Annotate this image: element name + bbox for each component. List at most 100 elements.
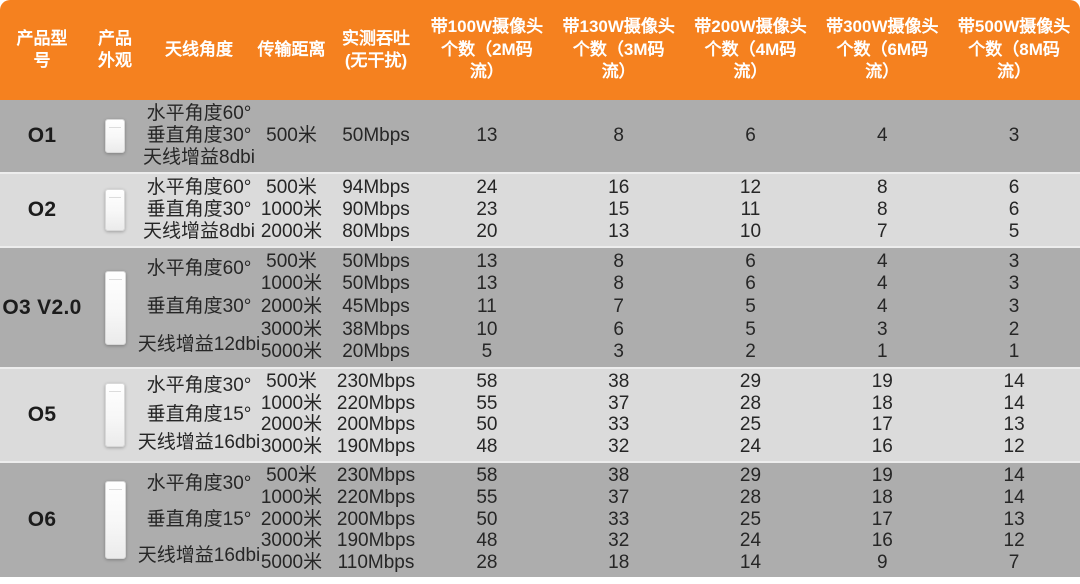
throughput-value: 38Mbps: [342, 318, 410, 340]
antenna-spec: 天线增益8dbi: [143, 146, 255, 168]
camera-count: 18: [871, 486, 893, 508]
camera-count: 6: [613, 318, 624, 340]
camera-count: 24: [739, 435, 762, 457]
table-header: 产品型 号 产品 外观 天线角度 传输距离 实测吞吐 (无干扰) 带100W摄像…: [0, 0, 1080, 100]
camera-count: 16: [608, 176, 630, 198]
distance-value: 500米: [266, 371, 317, 393]
throughput-value: 80Mbps: [342, 220, 410, 242]
antenna-cell: 水平角度60° 垂直角度30° 天线增益8dbi: [143, 100, 255, 172]
camera-count-cell: 24 23 20: [421, 174, 553, 246]
distance-cell: 500米 1000米 2000米 3000米: [252, 369, 331, 461]
camera-count: 14: [1003, 465, 1025, 487]
throughput-value: 190Mbps: [336, 530, 416, 552]
antenna-spec: 水平角度60°: [146, 176, 252, 198]
camera-count: 12: [1003, 530, 1025, 552]
throughput-value: 50Mbps: [342, 273, 410, 295]
column-header-300w-cameras: 带300W摄像头 个数（6M码 流）: [826, 17, 939, 82]
camera-count: 19: [871, 371, 893, 393]
product-model: O5: [27, 403, 57, 427]
camera-count: 18: [608, 551, 630, 573]
table-row: O5 水平角度30° 垂直角度15° 天线增益16dbi 500米 1000米 2000米 3…: [0, 367, 1080, 461]
model-cell: O1: [0, 100, 84, 172]
camera-count: 25: [739, 414, 762, 436]
camera-count: 8: [877, 176, 888, 198]
throughput-cell: 230Mbps 220Mbps 200Mbps 190Mbps 110Mbps: [331, 463, 421, 577]
model-cell: O5: [0, 369, 84, 461]
camera-count: 55: [476, 392, 498, 414]
camera-count-cell: 29 28 25 24: [685, 369, 817, 461]
camera-count: 6: [745, 124, 756, 146]
camera-count-cell: 38 37 33 32 18: [553, 463, 685, 577]
distance-value: 1000米: [260, 486, 323, 508]
model-cell: O6: [0, 463, 84, 577]
throughput-value: 200Mbps: [336, 414, 416, 436]
camera-count: 14: [739, 551, 762, 573]
camera-count: 3: [1008, 250, 1020, 272]
camera-count: 48: [476, 530, 498, 552]
distance-value: 2000米: [260, 508, 323, 530]
column-header-distance: 传输距离: [257, 39, 326, 59]
camera-count: 14: [1003, 371, 1025, 393]
distance-value: 2000米: [260, 414, 323, 436]
column-header-model: 产品型 号: [16, 28, 68, 70]
product-model: O6: [27, 508, 57, 532]
table-row: O6 水平角度30° 垂直角度15° 天线增益16dbi 500米 1000米 2000米 3…: [0, 461, 1080, 577]
camera-count: 7: [1008, 551, 1020, 573]
camera-count-cell: 13 13 11 10 5: [421, 248, 553, 367]
camera-count: 37: [608, 392, 630, 414]
camera-count: 48: [476, 435, 498, 457]
camera-count: 24: [476, 176, 498, 198]
camera-count-cell: 3: [948, 100, 1080, 172]
camera-count: 24: [739, 530, 762, 552]
camera-count: 23: [476, 198, 498, 220]
camera-count-cell: 38 37 33 32: [553, 369, 685, 461]
distance-value: 500米: [266, 250, 317, 272]
camera-count: 25: [739, 508, 762, 530]
table-row: O2 水平角度60° 垂直角度30° 天线增益8dbi 500米 1000米 2000米 94…: [0, 172, 1080, 246]
camera-count-cell: 29 28 25 24 14: [685, 463, 817, 577]
camera-count: 15: [608, 198, 630, 220]
antenna-spec: 垂直角度30°: [146, 198, 252, 220]
camera-count: 18: [871, 392, 893, 414]
throughput-value: 110Mbps: [337, 551, 415, 573]
throughput-value: 50Mbps: [342, 250, 410, 272]
camera-count-cell: 58 55 50 48 28: [421, 463, 553, 577]
antenna-spec: 水平角度30°: [146, 472, 252, 494]
throughput-value: 45Mbps: [342, 296, 410, 318]
distance-value: 5000米: [260, 551, 323, 573]
distance-cell: 500米 1000米 2000米 3000米 5000米: [252, 463, 331, 577]
distance-value: 500米: [266, 176, 317, 198]
camera-count: 8: [877, 198, 888, 220]
antenna-spec: 水平角度60°: [146, 258, 252, 280]
camera-count: 19: [871, 465, 893, 487]
camera-count-cell: 16 15 13: [553, 174, 685, 246]
distance-value: 2000米: [260, 220, 323, 242]
antenna-spec: 天线增益12dbi: [137, 333, 261, 355]
camera-count-cell: 8: [553, 100, 685, 172]
appearance-cell: [84, 100, 146, 172]
camera-count-cell: 6: [685, 100, 817, 172]
table-row: O3 V2.0 水平角度60° 垂直角度30° 天线增益12dbi 500米 1000米 2…: [0, 246, 1080, 367]
camera-count: 33: [608, 414, 630, 436]
camera-count: 3: [1008, 296, 1020, 318]
camera-count: 28: [739, 392, 762, 414]
camera-count: 10: [476, 318, 498, 340]
distance-value: 3000米: [260, 318, 323, 340]
antenna-spec: 水平角度60°: [146, 102, 252, 124]
camera-count: 1: [877, 341, 888, 363]
column-header-throughput: 实测吞吐 (无干扰): [342, 28, 410, 70]
camera-count: 12: [1003, 435, 1025, 457]
antenna-cell: 水平角度30° 垂直角度15° 天线增益16dbi: [138, 463, 261, 577]
camera-count: 29: [739, 465, 762, 487]
camera-count: 50: [476, 414, 498, 436]
camera-count: 12: [739, 176, 762, 198]
camera-count: 6: [1008, 198, 1020, 220]
camera-count: 7: [613, 296, 624, 318]
camera-count: 10: [739, 220, 762, 242]
camera-count: 17: [871, 414, 893, 436]
column-header-500w-cameras: 带500W摄像头 个数（8M码 流）: [957, 17, 1071, 82]
